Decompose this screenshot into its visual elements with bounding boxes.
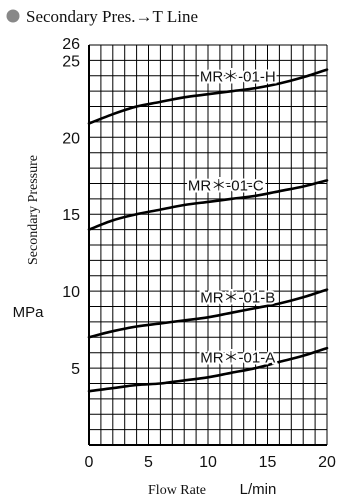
x-tick-label: 10 <box>199 454 217 471</box>
series-curve <box>87 179 329 231</box>
x-axis-label: Flow Rate <box>148 483 206 497</box>
x-tick-label: 0 <box>85 454 94 471</box>
series-curve <box>87 288 329 339</box>
x-tick-label: 5 <box>144 454 153 471</box>
x-tick-labels: 0 5 10 15 20 <box>85 454 336 471</box>
chart-title: Secondary Pres.→T Line <box>26 7 198 26</box>
y-tick-label: 25 <box>62 53 80 70</box>
series-label: MR＊-01-H <box>200 68 276 85</box>
y-tick-label: 10 <box>62 284 80 301</box>
y-tick-label: 5 <box>71 361 80 378</box>
x-axis-unit: L/min <box>240 481 277 497</box>
grid <box>88 44 328 446</box>
series-curve <box>87 346 329 393</box>
x-tick-label: 15 <box>259 454 277 471</box>
series-label: MR＊-01-B <box>200 290 275 307</box>
axes <box>88 45 327 446</box>
y-tick-label: 26 <box>62 36 80 53</box>
y-tick-label: 15 <box>62 207 80 224</box>
series-label: MR＊-01-A <box>200 350 275 367</box>
y-axis-unit: MPa <box>13 304 45 321</box>
series-curves <box>87 68 329 393</box>
y-tick-label: 20 <box>62 130 80 147</box>
series-label: MR＊-01-C <box>188 178 264 195</box>
x-tick-label: 20 <box>318 454 336 471</box>
title-bullet-icon <box>6 9 20 23</box>
series-labels: MR＊-01-H MR＊-01-C MR＊-01-B MR＊-01-A <box>186 66 278 368</box>
y-axis-label: Secondary Pressure <box>26 155 41 265</box>
series-curve <box>87 68 329 125</box>
